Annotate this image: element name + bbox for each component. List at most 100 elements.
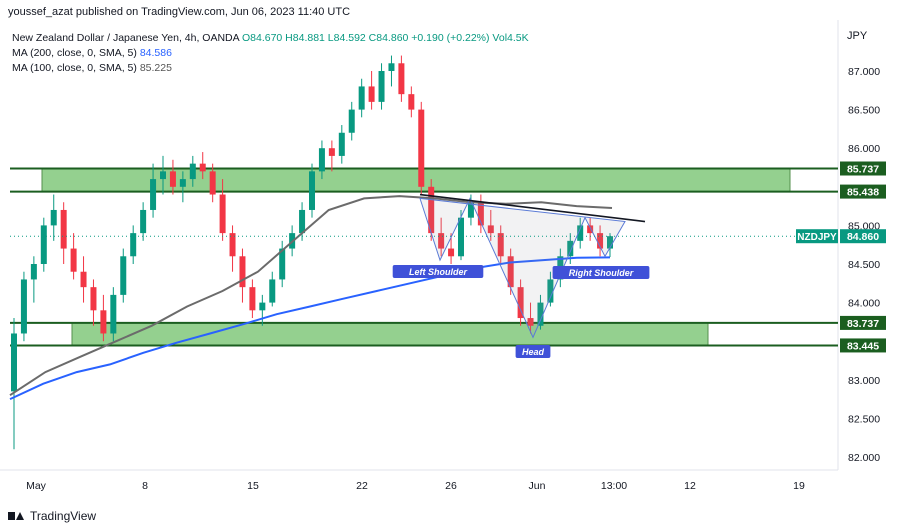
y-tick-label: 84.500 [848,259,880,271]
candle-body [338,132,345,156]
candle-body [368,86,375,102]
candle-body [179,179,186,187]
x-tick-label: May [26,480,47,492]
candle-body [487,225,494,234]
price-tag [840,184,886,199]
candle-body [299,209,306,234]
pattern-label-badge [515,345,551,358]
price-tag-label: 83.737 [847,318,879,330]
x-tick-label: 12 [684,480,696,492]
ma200-label: MA (200, close, 0, SMA, 5) [12,47,137,59]
candle-body [597,233,604,249]
symbol-tag-label: NZDJPY [797,232,837,243]
candle-body [398,63,405,95]
candle-body [20,279,27,334]
candle-body [318,148,325,172]
candle-body [90,287,97,311]
candle-body [40,225,47,264]
candle-body [110,294,117,334]
candle-body [239,256,246,288]
candle-body [249,287,256,311]
price-tag [840,229,886,244]
candle-body [567,240,574,257]
ma200-value: 84.586 [139,47,172,59]
candle-body [497,233,504,257]
candle-body [408,94,415,110]
ma200-row[interactable]: MA (200, close, 0, SMA, 5) 84.586 [12,46,529,61]
ma100-label: MA (100, close, 0, SMA, 5) [12,62,137,74]
pattern-label: Left Shoulder [409,267,467,277]
candle-body [477,202,484,226]
symbol-title: New Zealand Dollar / Japanese Yen, 4h, O… [12,32,240,44]
x-tick-label: 19 [793,480,805,492]
price-tag [840,161,886,176]
candle-body [259,302,266,311]
candle-body [328,148,335,156]
candle-body [418,109,425,187]
pattern-label: Right Shoulder [569,268,634,278]
y-tick-label: 86.000 [848,143,880,155]
neckline [419,193,646,223]
candle-body [269,279,276,303]
price-tag-label: 85.737 [847,164,879,176]
y-tick-label: 83.000 [848,375,880,387]
candle-body [120,256,127,295]
pattern-label: Head [522,347,545,357]
candle-body [438,233,445,249]
candle-body [209,171,216,195]
candle-body [378,71,385,102]
x-tick-label: 26 [445,480,457,492]
candle-body [140,209,147,234]
candle-body [309,171,315,210]
candle-body [348,109,355,133]
y-tick-label: 82.500 [848,413,880,425]
candle-body [507,256,514,288]
candle-body [428,186,435,234]
x-tick-label: Jun [529,480,546,492]
symbol-row[interactable]: New Zealand Dollar / Japanese Yen, 4h, O… [12,31,529,46]
candle-body [11,333,17,392]
candle-body [229,233,236,257]
ma100-row[interactable]: MA (100, close, 0, SMA, 5) 85.225 [12,61,529,76]
candle-body [169,171,176,187]
candle-body [527,318,534,326]
x-tick-label: 13:00 [601,480,627,492]
publisher-line: youssef_azat published on TradingView.co… [8,6,351,18]
candle-body [50,209,57,226]
y-tick-label: 86.500 [848,105,880,117]
candle-body [60,209,67,249]
price-tag-label: 83.445 [847,340,879,352]
brand-name: TradingView [30,509,97,523]
ma100-value: 85.225 [139,62,172,74]
candle-body [130,233,137,257]
candle-body [150,179,157,210]
candle-body [547,279,554,303]
candle-body [577,225,584,241]
ma100-line [9,195,613,397]
candle-body [467,202,474,218]
candle-body [70,248,77,272]
candle-body [607,236,613,249]
candle-body [388,63,395,71]
price-tag-label: 84.860 [847,231,879,243]
pattern-label-badge [552,266,650,279]
candle-body [219,194,226,234]
symbol-tag [796,229,838,244]
x-tick-label: 8 [142,480,148,492]
y-tick-label: 84.000 [848,298,880,310]
tradingview-footer[interactable]: TradingView [8,509,96,523]
candle-body [80,271,87,288]
x-tick-label: 15 [247,480,259,492]
candle-body [100,310,107,334]
candle-body [458,217,464,257]
price-tag-label: 85.438 [847,187,879,199]
chart-legend: New Zealand Dollar / Japanese Yen, 4h, O… [12,31,529,76]
ohlc-values: O84.670 H84.881 L84.592 C84.860 +0.190 (… [241,32,529,44]
candle-body [358,86,365,110]
candle-body [30,264,37,280]
price-tag [840,315,886,330]
y-tick-label: 87.000 [848,66,880,78]
ma200-line [9,256,611,401]
candle-body [537,302,544,326]
